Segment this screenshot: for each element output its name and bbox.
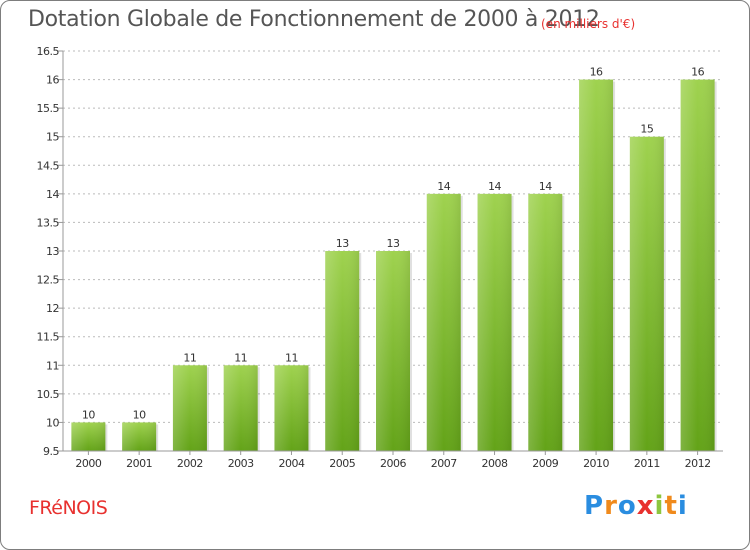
bar-highlight: [477, 193, 512, 451]
y-tick-label: 13: [46, 245, 59, 258]
y-tick-label: 10.5: [37, 388, 60, 401]
logo-letter: x: [636, 491, 655, 521]
x-tick-label: 2008: [482, 457, 508, 470]
bar-highlight: [325, 251, 360, 451]
data-label: 10: [133, 408, 146, 421]
x-tick-label: 2003: [228, 457, 254, 470]
proxiti-logo: Proxiti: [584, 491, 688, 521]
bar-highlight: [172, 365, 207, 451]
bar-chart: 10 10 11 11 11 13 13 14 14 14 16 15 16 9.5 10 10.5 11 11…: [37, 45, 723, 470]
bar-highlight: [274, 365, 309, 451]
x-tick-label: 2004: [278, 457, 304, 470]
y-tick-label: 11.5: [37, 331, 60, 344]
data-label: 14: [437, 180, 450, 193]
y-tick-label: 16: [46, 74, 59, 87]
y-tick-label: 13.5: [37, 216, 60, 229]
x-tick-label: 2010: [583, 457, 609, 470]
logo-letter: t: [664, 491, 678, 521]
data-label: 16: [590, 66, 603, 79]
data-label: 10: [82, 408, 95, 421]
y-tick-label: 9.5: [43, 445, 59, 458]
bar-highlight: [376, 251, 410, 451]
data-label: 14: [539, 180, 552, 193]
chart-subtitle: (en milliers d'€): [541, 17, 636, 31]
x-tick-label: 2012: [685, 457, 711, 470]
bar-highlight: [71, 422, 106, 451]
y-tick-label: 10: [46, 416, 59, 429]
y-tick-label: 12: [46, 302, 59, 315]
place-name: FRéNOIS: [29, 497, 108, 519]
y-tick-label: 14.5: [37, 159, 60, 172]
x-tick-label: 2011: [634, 457, 660, 470]
x-tick-label: 2002: [177, 457, 203, 470]
logo-letter: i: [654, 491, 665, 521]
bar-highlight: [680, 79, 715, 452]
chart-title: Dotation Globale de Fonctionnement de 20…: [28, 7, 600, 32]
bar-highlight: [579, 79, 614, 452]
y-tick-label: 16.5: [37, 45, 60, 58]
x-tick-label: 2009: [532, 457, 558, 470]
bar-highlight: [426, 193, 461, 451]
y-tick-label: 11: [46, 359, 59, 372]
data-label: 14: [488, 180, 501, 193]
x-tick-label: 2000: [75, 457, 101, 470]
data-label: 16: [691, 66, 704, 79]
data-label: 15: [640, 123, 653, 136]
data-label: 13: [336, 237, 349, 250]
data-label: 13: [387, 237, 400, 250]
y-tick-label: 15.5: [37, 102, 60, 115]
logo-letter: r: [604, 491, 618, 521]
bar-highlight: [122, 422, 157, 451]
logo-letter: P: [584, 491, 605, 521]
logo-letter: i: [677, 491, 688, 521]
logo-letter: o: [617, 491, 637, 521]
bar-highlight: [528, 193, 563, 451]
x-tick-label: 2005: [329, 457, 355, 470]
data-label: 11: [285, 351, 298, 364]
bars: 10 10 11 11 11 13 13 14 14 14 16 15 16: [71, 66, 717, 452]
x-tick-label: 2001: [126, 457, 152, 470]
x-tick-label: 2006: [380, 457, 406, 470]
x-tick-label: 2007: [431, 457, 457, 470]
data-label: 11: [183, 351, 196, 364]
y-tick-label: 14: [46, 188, 59, 201]
axes: 9.5 10 10.5 11 11.5 12 12.5 13 13.5 14 14.5 15 15.5 1…: [37, 45, 723, 470]
y-tick-label: 15: [46, 131, 59, 144]
data-label: 11: [234, 351, 247, 364]
y-tick-label: 12.5: [37, 274, 60, 287]
bar-highlight: [223, 365, 258, 451]
bar-highlight: [629, 136, 664, 451]
